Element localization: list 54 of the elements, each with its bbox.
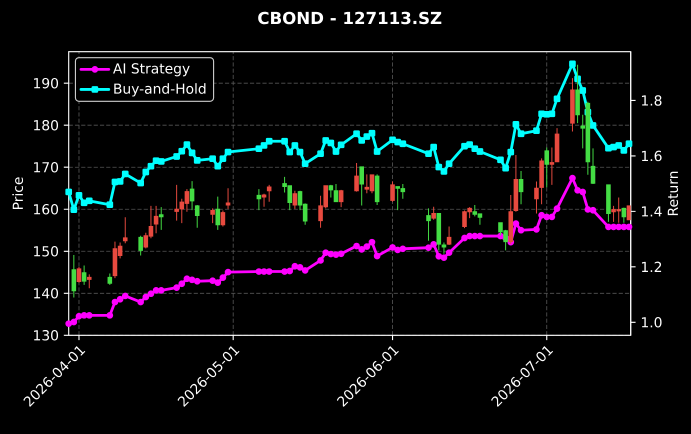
y-tick-label: 130 bbox=[34, 330, 58, 341]
candlestick bbox=[76, 266, 82, 284]
candlestick bbox=[226, 188, 230, 210]
y-tick-label: 160 bbox=[34, 204, 58, 214]
candlestick bbox=[518, 170, 524, 205]
candlestick bbox=[390, 181, 395, 202]
candlestick bbox=[154, 205, 158, 234]
y2-tick-label: 1.8 bbox=[642, 95, 662, 106]
candlestick bbox=[514, 154, 518, 212]
candlestick bbox=[262, 193, 266, 208]
candlestick bbox=[426, 208, 431, 242]
candlestick bbox=[72, 254, 76, 298]
candlestick bbox=[436, 212, 442, 251]
candlestick bbox=[442, 242, 446, 254]
candlestick bbox=[534, 181, 539, 214]
y2-tick-label: 1.6 bbox=[642, 150, 662, 162]
candlestick bbox=[194, 204, 200, 228]
candlestick bbox=[590, 148, 596, 185]
candlestick bbox=[158, 206, 164, 230]
candlestick bbox=[220, 210, 226, 227]
y-tick-label: 150 bbox=[34, 246, 58, 257]
candlestick bbox=[570, 78, 575, 132]
candlestick bbox=[539, 158, 544, 205]
y-tick-label: 170 bbox=[34, 162, 58, 172]
candlestick bbox=[292, 190, 298, 210]
candlestick bbox=[328, 184, 334, 198]
candlestick bbox=[215, 196, 220, 230]
candlestick bbox=[108, 273, 112, 286]
candlestick bbox=[266, 184, 272, 202]
candlestick bbox=[354, 162, 359, 192]
y2-tick-label: 1.4 bbox=[642, 206, 662, 216]
candlestick bbox=[334, 184, 338, 203]
y-tick-label: 140 bbox=[34, 288, 58, 299]
y-axis-title: Price bbox=[12, 177, 24, 210]
candlestick bbox=[138, 235, 143, 256]
legend-label: AI Strategy bbox=[113, 63, 190, 76]
candlestick bbox=[374, 174, 380, 206]
y2-tick-label: 1.2 bbox=[642, 262, 662, 272]
candlestick bbox=[622, 207, 626, 224]
y-tick-label: 180 bbox=[34, 120, 58, 130]
candlestick bbox=[606, 184, 611, 222]
y-tick-label: 190 bbox=[34, 78, 58, 88]
candlestick bbox=[446, 226, 452, 246]
y2-tick-label: 1.0 bbox=[642, 317, 662, 328]
chart-title: CBOND - 127113.SZ bbox=[258, 12, 442, 24]
candlestick bbox=[190, 180, 194, 211]
candlestick bbox=[82, 265, 86, 286]
y2-axis-title: Return bbox=[668, 172, 678, 216]
candlestick bbox=[256, 188, 262, 211]
candlestick bbox=[431, 206, 436, 220]
legend-label: Buy-and-Hold bbox=[114, 83, 206, 97]
candlestick bbox=[210, 208, 215, 224]
candlestick bbox=[359, 166, 364, 206]
candlestick bbox=[338, 189, 344, 208]
